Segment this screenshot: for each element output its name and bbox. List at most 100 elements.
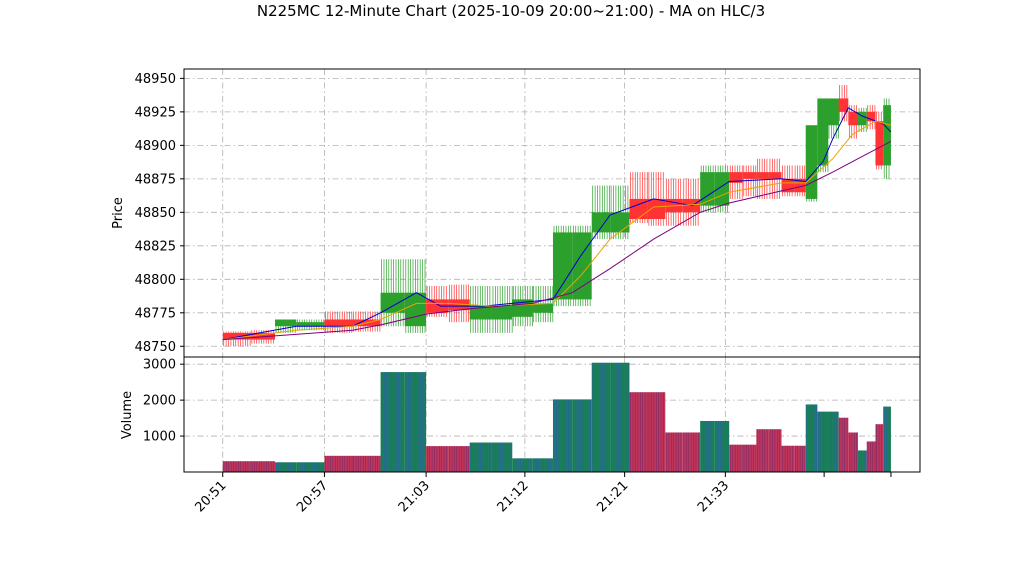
x-tick-label: 21:21 (594, 478, 631, 515)
down-candle (324, 311, 353, 333)
volume-bar (805, 404, 818, 472)
volume-bar (682, 432, 701, 472)
candle-body (866, 111, 876, 122)
up-candle (491, 286, 513, 333)
candle-body (714, 172, 730, 206)
candle-body (756, 172, 769, 179)
volume-bar (275, 462, 297, 472)
volume-bar-fill (817, 411, 828, 472)
candle-body (591, 212, 611, 233)
candle-body (448, 299, 470, 311)
volume-bar (742, 444, 757, 472)
moving-average-lines (222, 107, 892, 341)
volume-bar (532, 458, 553, 472)
volume-bar (817, 411, 828, 472)
price-tick-label: 48900 (135, 139, 176, 154)
volume-bar (647, 392, 666, 472)
price-panel: 48750 48775 48800 48825 48850 48875 48900 48925… (111, 68, 921, 358)
candle-body (805, 125, 818, 199)
candle-body (768, 172, 782, 179)
candle-body (324, 319, 353, 327)
candle-body (729, 172, 743, 183)
volume-bar (404, 372, 427, 472)
volume-bar (591, 362, 611, 472)
candle-body (883, 105, 891, 166)
price-tick-label: 48925 (135, 105, 176, 120)
volume-bar (448, 446, 470, 472)
volume-bar-fill (742, 444, 757, 472)
up-candle (512, 286, 533, 327)
volume-bar (491, 442, 513, 472)
volume-bar-fill (682, 432, 701, 472)
volume-bar (426, 446, 449, 472)
up-candle (469, 286, 492, 333)
volume-bar (729, 444, 743, 472)
price-tick-label: 48750 (135, 340, 176, 355)
volume-bar (296, 462, 325, 472)
volume-tick-label: 3000 (143, 358, 176, 373)
candle-body (426, 299, 449, 313)
candle-body (275, 319, 297, 327)
volume-bar-fill (491, 442, 513, 472)
volume-bar-fill (610, 362, 630, 472)
candle-body (572, 232, 592, 300)
volume-axis-label: Volume (120, 391, 135, 439)
up-candle (817, 98, 829, 173)
candle-body (491, 306, 513, 320)
volume-bar-fill (469, 442, 492, 472)
price-axis-label: Price (111, 197, 126, 229)
volume-bar (512, 458, 533, 472)
up-candle (700, 165, 715, 213)
volume-bar-fill (296, 462, 325, 472)
volume-bar (794, 445, 806, 472)
price-tick-label: 48850 (135, 206, 176, 221)
volume-bar (828, 411, 839, 472)
volume-bar-fill (714, 420, 730, 472)
volume-y-ticks: 1000 2000 3000 (143, 358, 184, 445)
candle-body (838, 98, 849, 112)
price-candles (222, 85, 891, 347)
volume-bar-fill (532, 458, 553, 472)
volume-bar-fill (591, 362, 611, 472)
down-candle (756, 158, 769, 199)
volume-bar (838, 417, 849, 472)
up-candle (828, 98, 839, 139)
candle-body (875, 121, 884, 166)
volume-bar-fill (512, 458, 533, 472)
volume-bar-fill (352, 455, 381, 472)
volume-bar (352, 455, 381, 472)
volume-bar (883, 406, 891, 472)
volume-bar-fill (647, 392, 666, 472)
volume-bar (866, 441, 876, 472)
price-gridlines (184, 69, 920, 357)
volume-panel: 1000 2000 3000 Volume (120, 356, 921, 473)
candle-body (828, 98, 839, 126)
volume-bar-fill (848, 432, 859, 472)
volume-bar (572, 399, 592, 472)
candle-body (700, 172, 715, 206)
price-y-ticks: 48750 48775 48800 48825 48850 48875 48900 48925… (135, 72, 184, 355)
price-tick-label: 48950 (135, 72, 176, 87)
down-candle (875, 111, 884, 170)
up-candle (591, 185, 611, 240)
volume-bar (714, 420, 730, 472)
volume-bar-fill (858, 450, 867, 472)
volume-bar-fill (629, 392, 648, 472)
volume-bar (768, 429, 782, 472)
volume-bars (222, 362, 891, 472)
volume-bar-fill (828, 411, 839, 472)
candle-body (610, 212, 630, 233)
up-candle (610, 185, 630, 240)
volume-bar (380, 372, 405, 472)
up-candle (883, 98, 891, 179)
ma_slow-line (222, 140, 892, 341)
down-candle (781, 165, 795, 197)
volume-bar-fill (729, 444, 743, 472)
candle-body (296, 322, 325, 327)
volume-bar (552, 399, 573, 472)
candle-body (848, 111, 859, 126)
candle-body (629, 198, 648, 220)
candle-body (222, 332, 251, 340)
price-tick-label: 48875 (135, 172, 176, 187)
